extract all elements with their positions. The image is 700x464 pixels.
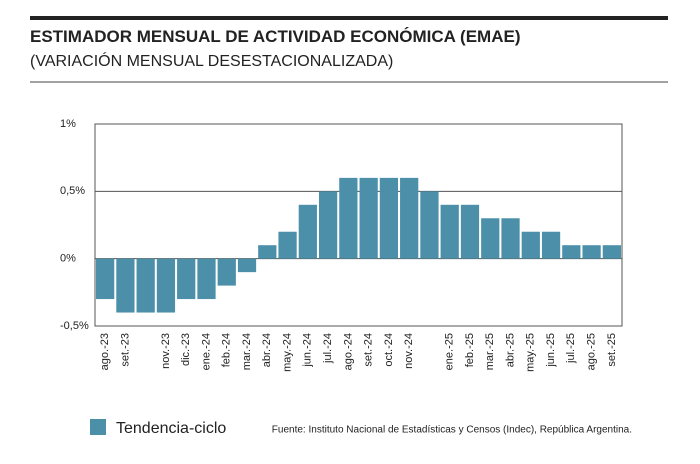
x-tick-label: ago.-25	[586, 333, 598, 370]
y-tick-label: 0,5%	[60, 185, 85, 197]
bar	[541, 231, 561, 259]
bar	[258, 245, 277, 259]
bar	[318, 191, 338, 259]
bar	[237, 258, 257, 273]
bar	[298, 204, 317, 259]
x-tick-label: feb.-25	[464, 333, 476, 367]
chart-title: ESTIMADOR MENSUAL DE ACTIVIDAD ECONÓMICA…	[30, 27, 521, 46]
x-tick-label: ene.-24	[200, 333, 212, 370]
bar	[136, 258, 155, 313]
x-tick-label: ene.-25	[444, 333, 456, 370]
bar	[379, 177, 399, 259]
x-tick-label: set.-24	[363, 333, 375, 367]
bar	[420, 191, 439, 259]
legend-label: Tendencia-ciclo	[116, 420, 226, 437]
bar	[359, 177, 378, 259]
bar	[440, 204, 459, 259]
x-tick-label: nov.-24	[403, 333, 415, 369]
bar	[400, 177, 419, 259]
legend-swatch	[90, 419, 106, 435]
x-tick-label: abr.-24	[261, 333, 273, 367]
bar	[521, 231, 540, 259]
bar	[96, 258, 115, 300]
bar	[562, 245, 581, 259]
bar	[177, 258, 196, 300]
chart-subtitle: (VARIACIÓN MENSUAL DESESTACIONALIZADA)	[30, 51, 393, 70]
bar	[501, 218, 520, 259]
bar	[339, 177, 358, 259]
x-tick-label: mar.-25	[484, 333, 496, 370]
x-tick-label: jul.-24	[322, 333, 334, 364]
bar	[156, 258, 176, 313]
bar	[460, 204, 480, 259]
x-tick-label: jun.-25	[545, 333, 557, 368]
x-tick-label: abr.-25	[504, 333, 516, 367]
y-tick-label: 1%	[60, 118, 76, 130]
bar	[217, 258, 236, 286]
x-tick-label: ago.-24	[342, 333, 354, 370]
x-tick-label: feb.-24	[221, 333, 233, 367]
x-tick-label: ago.-23	[99, 333, 111, 370]
bar	[278, 231, 297, 259]
top-rule	[30, 16, 668, 20]
bar	[116, 258, 135, 313]
source-note: Fuente: Instituto Nacional de Estadístic…	[272, 425, 632, 436]
bar	[602, 245, 621, 259]
x-tick-label: nov.-23	[160, 333, 172, 369]
x-tick-label: may.-24	[281, 333, 293, 372]
x-tick-label: mar.-24	[241, 333, 253, 370]
x-tick-label: jul.-25	[565, 333, 577, 364]
bar	[481, 218, 500, 259]
y-tick-label: -0,5%	[60, 320, 89, 332]
x-tick-label: dic.-23	[180, 333, 192, 366]
bar	[582, 245, 601, 259]
x-tick-label: set.-23	[119, 333, 131, 367]
x-tick-label: may.-25	[525, 333, 537, 372]
bar	[197, 258, 216, 300]
x-tick-label: oct.-24	[383, 333, 395, 367]
x-tick-label: set.-25	[606, 333, 618, 367]
x-tick-label: jun.-24	[302, 333, 314, 368]
y-tick-label: 0%	[60, 253, 76, 265]
